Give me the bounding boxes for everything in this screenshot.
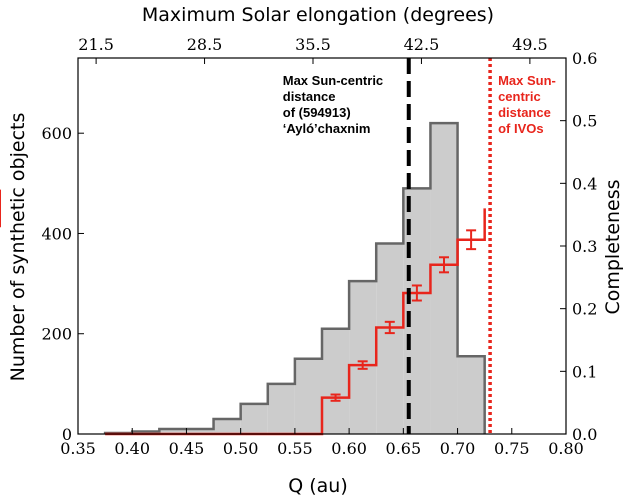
x-tick-label: 0.55 bbox=[277, 439, 313, 458]
y-right-tick-label: 0.0 bbox=[572, 425, 597, 444]
left-y-axis-label: Number of synthetic objects bbox=[7, 113, 29, 382]
x-tick-label: 0.45 bbox=[169, 439, 205, 458]
completeness-error-bar bbox=[357, 360, 368, 370]
right-y-axis-label: Completeness bbox=[602, 179, 624, 314]
x-tick-label: 0.65 bbox=[386, 439, 422, 458]
annotation-line: distance bbox=[498, 105, 551, 120]
histogram-bar bbox=[457, 356, 485, 434]
x-tick-label: 0.70 bbox=[440, 439, 476, 458]
annotation-line: of IVOs bbox=[498, 121, 544, 136]
top-tick-label: 35.5 bbox=[295, 35, 331, 54]
histogram-bar bbox=[240, 403, 268, 434]
y-right-tick-label: 0.6 bbox=[572, 49, 597, 68]
x-tick-label: 0.60 bbox=[331, 439, 367, 458]
annotation-line: of (594913) bbox=[283, 105, 351, 120]
y-right-tick-label: 0.2 bbox=[572, 300, 597, 319]
annotation-line: Max Sun-centric bbox=[283, 73, 383, 88]
annotation-object: Max Sun-centric distance of (594913) ‘Ayló’… bbox=[283, 73, 383, 136]
x-tick-label: 0.50 bbox=[223, 439, 259, 458]
histogram-outline bbox=[103, 121, 486, 435]
completeness-error-bar bbox=[466, 229, 477, 251]
completeness-error-bar bbox=[384, 320, 395, 335]
y-right-tick-label: 0.5 bbox=[572, 112, 597, 131]
histogram-bar bbox=[376, 243, 404, 434]
top-tick-label: 49.5 bbox=[512, 35, 548, 54]
y-left-tick-label: 0 bbox=[62, 425, 72, 444]
x-tick-label: 0.80 bbox=[548, 439, 584, 458]
histogram-bar bbox=[159, 428, 187, 434]
histogram-bar bbox=[294, 358, 322, 434]
annotation-line: distance bbox=[283, 89, 336, 104]
annotation-ivos: Max Sun-centric distance of IVOs bbox=[498, 73, 556, 136]
top-tick-label: 42.5 bbox=[404, 35, 440, 54]
completeness-error-bar bbox=[330, 393, 341, 402]
y-right-tick-label: 0.3 bbox=[572, 237, 597, 256]
x-axis-label: Q (au) bbox=[288, 475, 348, 497]
tick-layer: 0.35 0.40 0.45 0.50 0.55 0.60 0.65 0.70 0.75 0.80… bbox=[41, 35, 597, 458]
annotation-line: ‘Ayló’chaxnim bbox=[283, 121, 371, 136]
annotation-line: Max Sun- bbox=[498, 73, 556, 88]
y-right-tick-label: 0.4 bbox=[572, 174, 597, 193]
y-left-tick-label: 600 bbox=[41, 124, 72, 143]
histogram-bar bbox=[132, 431, 160, 434]
annotation-line: centric bbox=[498, 89, 541, 104]
histogram-bar bbox=[322, 328, 350, 434]
histogram-bar bbox=[349, 281, 377, 434]
y-left-tick-label: 200 bbox=[41, 325, 72, 344]
y-left-tick-label: 400 bbox=[41, 224, 72, 243]
histogram-bar bbox=[267, 383, 295, 434]
histogram-bar bbox=[430, 123, 458, 434]
histogram-bar bbox=[213, 418, 241, 434]
x-tick-label: 0.75 bbox=[494, 439, 530, 458]
x-tick-label: 0.40 bbox=[114, 439, 150, 458]
histogram-bar bbox=[186, 428, 214, 434]
top-axis-label: Maximum Solar elongation (degrees) bbox=[142, 4, 494, 26]
completeness-error-bar bbox=[411, 284, 422, 302]
y-right-tick-label: 0.1 bbox=[572, 362, 597, 381]
plot-area: Max Sun-centric distance of (594913) ‘Ayló’… bbox=[0, 58, 556, 436]
top-tick-label: 21.5 bbox=[78, 35, 114, 54]
x-tick-label: 0.35 bbox=[60, 439, 96, 458]
top-tick-label: 28.5 bbox=[187, 35, 223, 54]
completeness-error-bar bbox=[439, 256, 449, 274]
